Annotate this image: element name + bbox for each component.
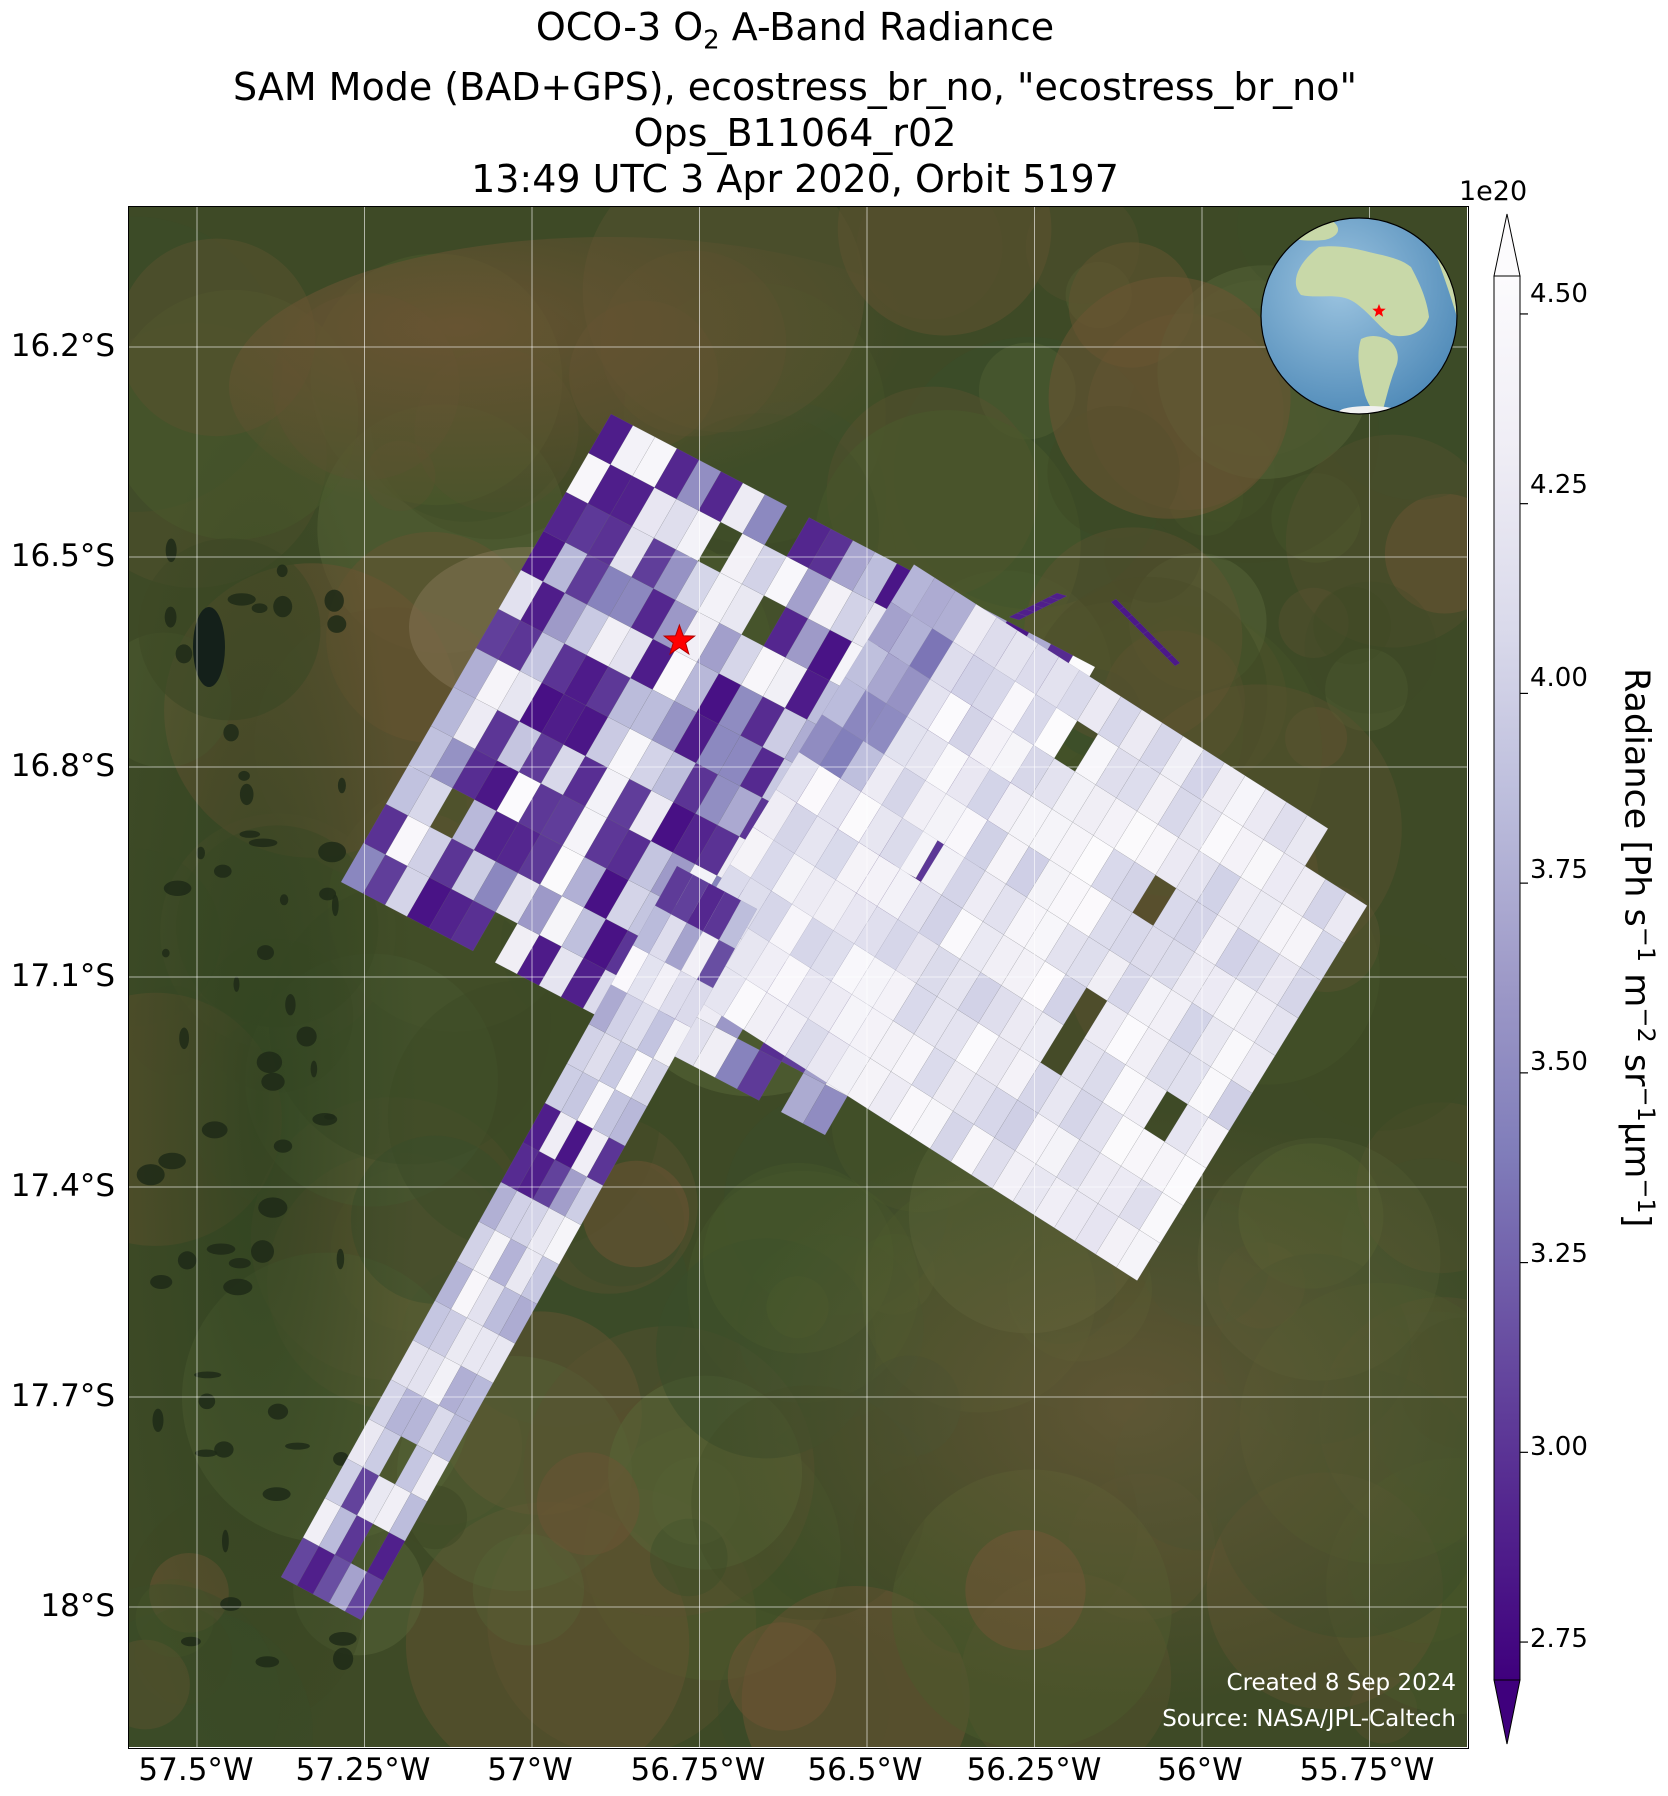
figure-title: OCO-3 O2 A-Band Radiance SAM Mode (BAD+G…	[0, 4, 1590, 202]
map-panel[interactable]: Created 8 Sep 2024 Source: NASA/JPL-Calt…	[128, 206, 1469, 1749]
lon-label-57: 57°W	[487, 1752, 573, 1788]
lon-label-55-75: 55.75°W	[1299, 1752, 1435, 1788]
lat-label-18: 18°S	[40, 1588, 115, 1624]
lat-label-17-4: 17.4°S	[10, 1168, 115, 1204]
lat-label-16-8: 16.8°S	[10, 748, 115, 784]
lon-label-57-25: 57.25°W	[295, 1752, 431, 1788]
title-line-4: 13:49 UTC 3 Apr 2020, Orbit 5197	[471, 156, 1119, 201]
lat-label-16-2: 16.2°S	[10, 328, 115, 364]
title-line-3: Ops_B11064_r02	[633, 110, 957, 155]
lon-label-56: 56°W	[1157, 1752, 1243, 1788]
colorbar-tick-4-50: 4.50	[1530, 279, 1588, 309]
colorbar-tick-3-75: 3.75	[1530, 855, 1588, 885]
title-line-2: SAM Mode (BAD+GPS), ecostress_br_no, "ec…	[233, 64, 1357, 109]
colorbar-tick-4-25: 4.25	[1530, 470, 1588, 500]
colorbar	[1493, 213, 1528, 1745]
credit-created: Created 8 Sep 2024	[1226, 1670, 1456, 1696]
radiance-swaths	[280, 413, 1368, 1621]
lon-label-56-75: 56.75°W	[630, 1752, 766, 1788]
lat-label-17-1: 17.1°S	[10, 958, 115, 994]
target-marker	[662, 623, 697, 656]
title-line-1: OCO-3 O2 A-Band Radiance	[535, 5, 1055, 56]
lat-label-16-5: 16.5°S	[10, 538, 115, 574]
colorbar-tick-2-75: 2.75	[1530, 1624, 1588, 1654]
map-canvas[interactable]	[129, 207, 1467, 1747]
lon-label-56-25: 56.25°W	[966, 1752, 1102, 1788]
colorbar-exponent: 1e20	[1459, 176, 1528, 207]
credit-source: Source: NASA/JPL-Caltech	[1162, 1706, 1456, 1732]
lat-label-17-7: 17.7°S	[10, 1378, 115, 1414]
colorbar-tick-3-25: 3.25	[1530, 1239, 1588, 1269]
colorbar-tick-3-50: 3.50	[1530, 1047, 1588, 1077]
lon-label-57-5: 57.5°W	[138, 1752, 254, 1788]
colorbar-tick-4-00: 4.00	[1530, 663, 1588, 693]
colorbar-tick-3-00: 3.00	[1530, 1432, 1588, 1462]
colorbar-label: Radiance [Ph s−1 m−2 sr−1μm−1]	[1616, 668, 1660, 1228]
graticule	[129, 207, 1467, 1747]
lon-label-56-5: 56.5°W	[807, 1752, 923, 1788]
